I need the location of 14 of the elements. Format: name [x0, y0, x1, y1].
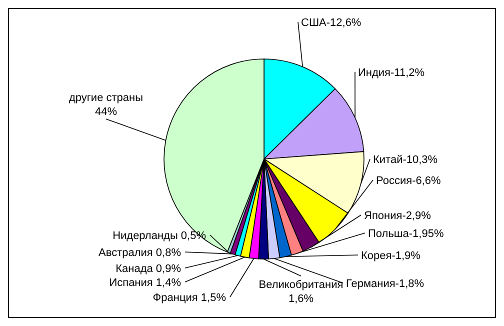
slice-label: Испания 1,4%	[109, 277, 182, 289]
slice-label: другие страны 44%	[69, 92, 144, 118]
slice-label: Китай-10,3%	[373, 154, 438, 166]
slice-label: Канада 0,9%	[116, 263, 182, 275]
slice-label: Польша-1,95%	[368, 228, 444, 240]
slice-label: Великобритания 1,6%	[258, 279, 344, 305]
slice-label: Франция 1,5%	[152, 292, 226, 304]
slice-label: Россия-6,6%	[376, 175, 442, 187]
slice-label: Австралия 0,8%	[98, 247, 182, 259]
slice-label: Япония-2,9%	[364, 210, 432, 222]
slice-label: Германия-1,8%	[346, 278, 424, 290]
slice-label: США-12,6%	[301, 17, 362, 29]
slice-label: Индия-11,2%	[358, 67, 425, 79]
slice-label: Корея-1,9%	[361, 250, 421, 262]
